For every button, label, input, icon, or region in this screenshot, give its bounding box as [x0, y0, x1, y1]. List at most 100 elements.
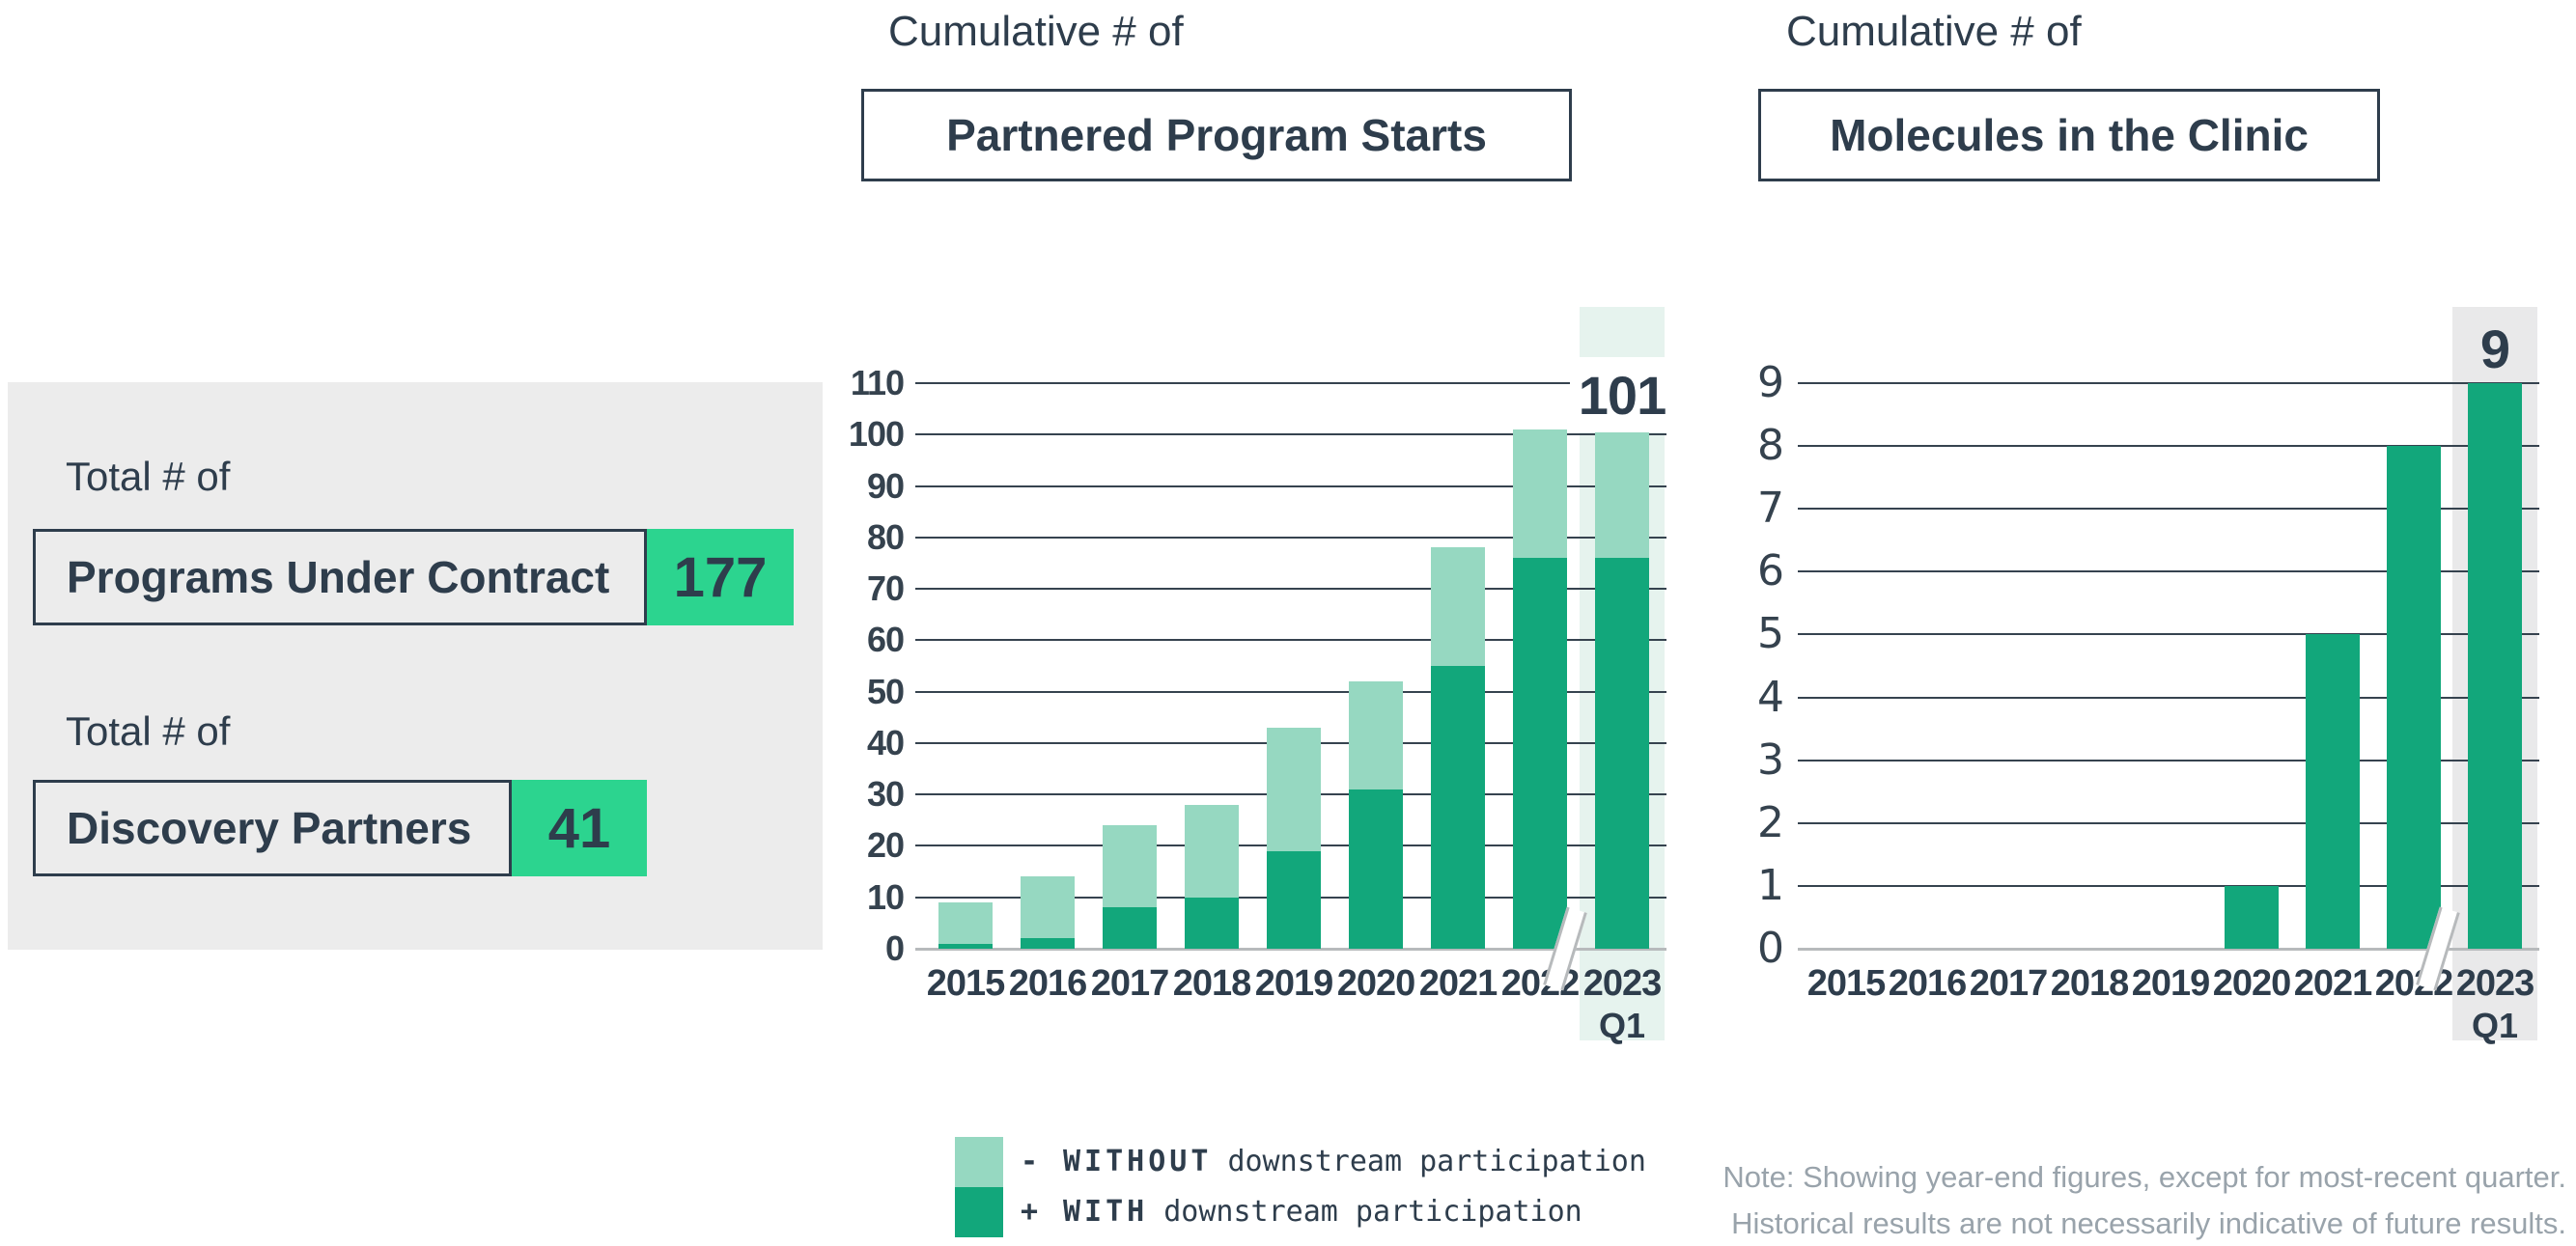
gridline	[1798, 696, 2539, 699]
gridline	[1798, 570, 2539, 573]
chart-b-title-prefix: Cumulative # of	[1786, 8, 2082, 55]
y-tick-label: 5	[1757, 609, 1784, 659]
x-tick-sublabel: Q1	[1598, 1006, 1646, 1045]
gridline	[915, 896, 1666, 899]
bar-segment-2018-s0	[1185, 897, 1239, 949]
bar-segment-2018-s1	[1185, 804, 1239, 898]
footnote-line-1: Note: Showing year-end figures, except f…	[1722, 1160, 2566, 1194]
bar-segment-2020-s0	[2225, 885, 2279, 949]
stat-label-programs: Programs Under Contract	[67, 552, 610, 602]
y-tick-label: 1	[1757, 860, 1784, 910]
gridline	[915, 382, 1666, 384]
highlight-band	[2452, 307, 2537, 1040]
highlight-band	[1580, 307, 1665, 1040]
chart-a-title-box: Partnered Program Starts	[861, 89, 1572, 181]
gridline	[915, 588, 1666, 591]
stat-row-programs: Programs Under Contract 177	[33, 529, 794, 625]
bar-segment-2015-s1	[938, 902, 993, 944]
gridline	[915, 536, 1666, 539]
bar-segment-2016-s0	[1021, 938, 1075, 949]
stat-row-partners: Discovery Partners 41	[33, 780, 647, 876]
bar-segment-2022-s1	[1513, 429, 1567, 559]
x-tick-label-2017: 2017	[1969, 963, 2049, 1004]
gridline	[1798, 508, 2539, 511]
annotation-label: 101	[1578, 364, 1666, 426]
y-tick-label: 2	[1757, 797, 1784, 847]
x-tick-label-2020: 2020	[2212, 963, 2292, 1004]
y-tick-label: 7	[1757, 484, 1784, 534]
bar-segment-2023-s1	[1595, 429, 1649, 559]
gridline	[915, 793, 1666, 796]
gridline	[1798, 759, 2539, 761]
x-tick-label-2017: 2017	[1090, 963, 1170, 1004]
stat-label-partners: Discovery Partners	[67, 803, 472, 853]
bar-segment-2021-s0	[2306, 634, 2360, 949]
bar-segment-2020-s0	[1349, 789, 1403, 949]
bar-segment-2016-s1	[1021, 876, 1075, 939]
chart-b-title-box: Molecules in the Clinic	[1758, 89, 2380, 181]
y-tick-label: 3	[1757, 734, 1784, 785]
x-tick-label-2021: 2021	[1418, 963, 1498, 1004]
legend-swatch-with-icon	[955, 1187, 1003, 1237]
gridline	[915, 433, 1666, 436]
bar-segment-2017-s1	[1103, 825, 1157, 908]
x-tick-label-2019: 2019	[1254, 963, 1334, 1004]
gridline	[915, 639, 1666, 642]
bar-segment-2022-s0	[2387, 446, 2441, 949]
bar-segment-2021-s1	[1431, 547, 1485, 666]
gridline	[1798, 821, 2539, 824]
stat-value-partners: 41	[512, 780, 647, 876]
x-tick-label-2018: 2018	[1172, 963, 1252, 1004]
bar-segment-2019-s0	[1267, 850, 1321, 949]
x-tick-label-2021: 2021	[2293, 963, 2373, 1004]
stat-label-box-programs: Programs Under Contract	[33, 529, 647, 625]
x-tick-sublabel: Q1	[2471, 1006, 2519, 1045]
gridline	[915, 741, 1666, 744]
gridline	[1798, 633, 2539, 636]
bar-segment-2021-s0	[1431, 666, 1485, 949]
legend-swatch-without-icon	[955, 1137, 1003, 1187]
x-tick-label-2022: 2022	[1500, 963, 1581, 1004]
legend-swatches	[955, 1137, 1003, 1237]
annotation-label: 9	[2479, 318, 2510, 379]
stat-prefix-partners: Total # of	[66, 708, 231, 754]
stat-value-programs: 177	[647, 529, 794, 625]
gridline	[915, 485, 1666, 487]
gridline	[915, 690, 1666, 693]
y-tick-label: 8	[1757, 421, 1784, 471]
y-tick-label: 0	[1757, 924, 1784, 973]
stats-panel: Total # of Programs Under Contract 177 T…	[8, 382, 823, 950]
x-tick-label-2018: 2018	[2050, 963, 2130, 1004]
axis-baseline	[915, 948, 1666, 951]
chart-b-title: Molecules in the Clinic	[1830, 110, 2309, 160]
axis-break	[1543, 906, 1587, 991]
annotation-label-box: 101	[1570, 357, 1674, 432]
legend-item-without: - WITHOUT downstream participation	[1021, 1137, 1646, 1187]
bar-segment-2022-s0	[1513, 558, 1567, 949]
bar-segment-2017-s0	[1103, 907, 1157, 949]
chart-a-title: Partnered Program Starts	[946, 110, 1487, 160]
x-tick-label-2016: 2016	[1888, 963, 1968, 1004]
axis-baseline	[1798, 948, 2539, 951]
x-tick-label-2023: 2023	[2455, 963, 2535, 1004]
stat-prefix-programs: Total # of	[66, 454, 231, 499]
gridline	[1798, 884, 2539, 887]
stat-label-box-partners: Discovery Partners	[33, 780, 512, 876]
x-tick-label-2020: 2020	[1336, 963, 1416, 1004]
x-tick-label-2015: 2015	[926, 963, 1006, 1004]
x-tick-label-2019: 2019	[2131, 963, 2211, 1004]
axis-break	[2416, 906, 2460, 991]
minus-icon: -	[1021, 1145, 1039, 1178]
x-tick-label-2015: 2015	[1806, 963, 1887, 1004]
y-tick-label: 4	[1757, 672, 1784, 722]
bar-segment-2015-s0	[938, 943, 993, 949]
chart-a-title-prefix: Cumulative # of	[888, 8, 1184, 55]
x-tick-label-2022: 2022	[2374, 963, 2454, 1004]
legend-item-with: + WITH downstream participation	[1021, 1187, 1646, 1237]
legend: - WITHOUT downstream participation + WITH do…	[955, 1137, 1646, 1237]
gridline	[915, 845, 1666, 847]
plus-icon: +	[1021, 1195, 1039, 1229]
gridline	[1798, 445, 2539, 448]
y-tick-label: 9	[1757, 358, 1784, 407]
